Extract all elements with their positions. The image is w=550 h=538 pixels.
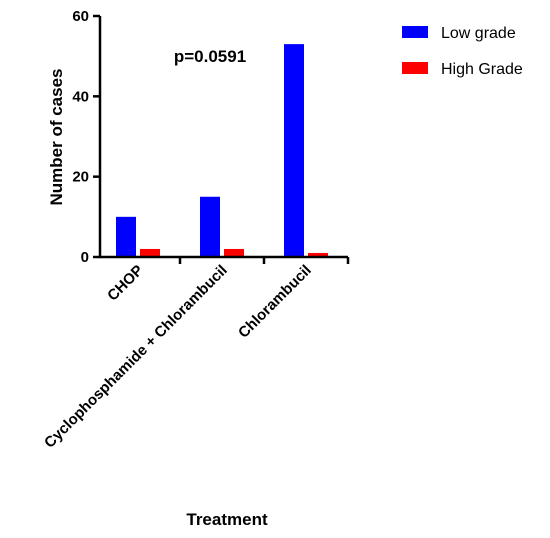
bar-low-grade-0 [116,216,136,257]
bar-low-grade-2 [284,44,304,257]
y-tick-label-40: 40 [72,88,89,105]
legend-label-0: Low grade [441,25,516,42]
axes-group [98,16,348,259]
y-tick-label-0: 0 [81,249,89,266]
x-tick-label-2: Chlorambucil [235,262,315,342]
y-tick-label-60: 60 [72,8,89,25]
legend-label-1: High Grade [441,61,523,78]
bars-group [116,44,328,257]
y-tick-label-20: 20 [72,169,89,186]
x-axis-title: Treatment [186,510,268,529]
bar-low-grade-1 [200,196,220,257]
legend-swatch-0 [402,26,428,38]
legend: Low grade High Grade [402,25,523,78]
bar-high-grade-2 [308,252,328,257]
p-value-annotation: p=0.0591 [174,47,246,66]
x-tick-label-1: Cyclophosphamide + Chlorambucil [41,262,231,452]
y-axis-title: Number of cases [47,69,66,206]
bar-high-grade-1 [224,248,244,257]
x-tick-label-0: CHOP [104,262,147,305]
legend-swatch-1 [402,62,428,74]
bar-high-grade-0 [140,248,160,257]
